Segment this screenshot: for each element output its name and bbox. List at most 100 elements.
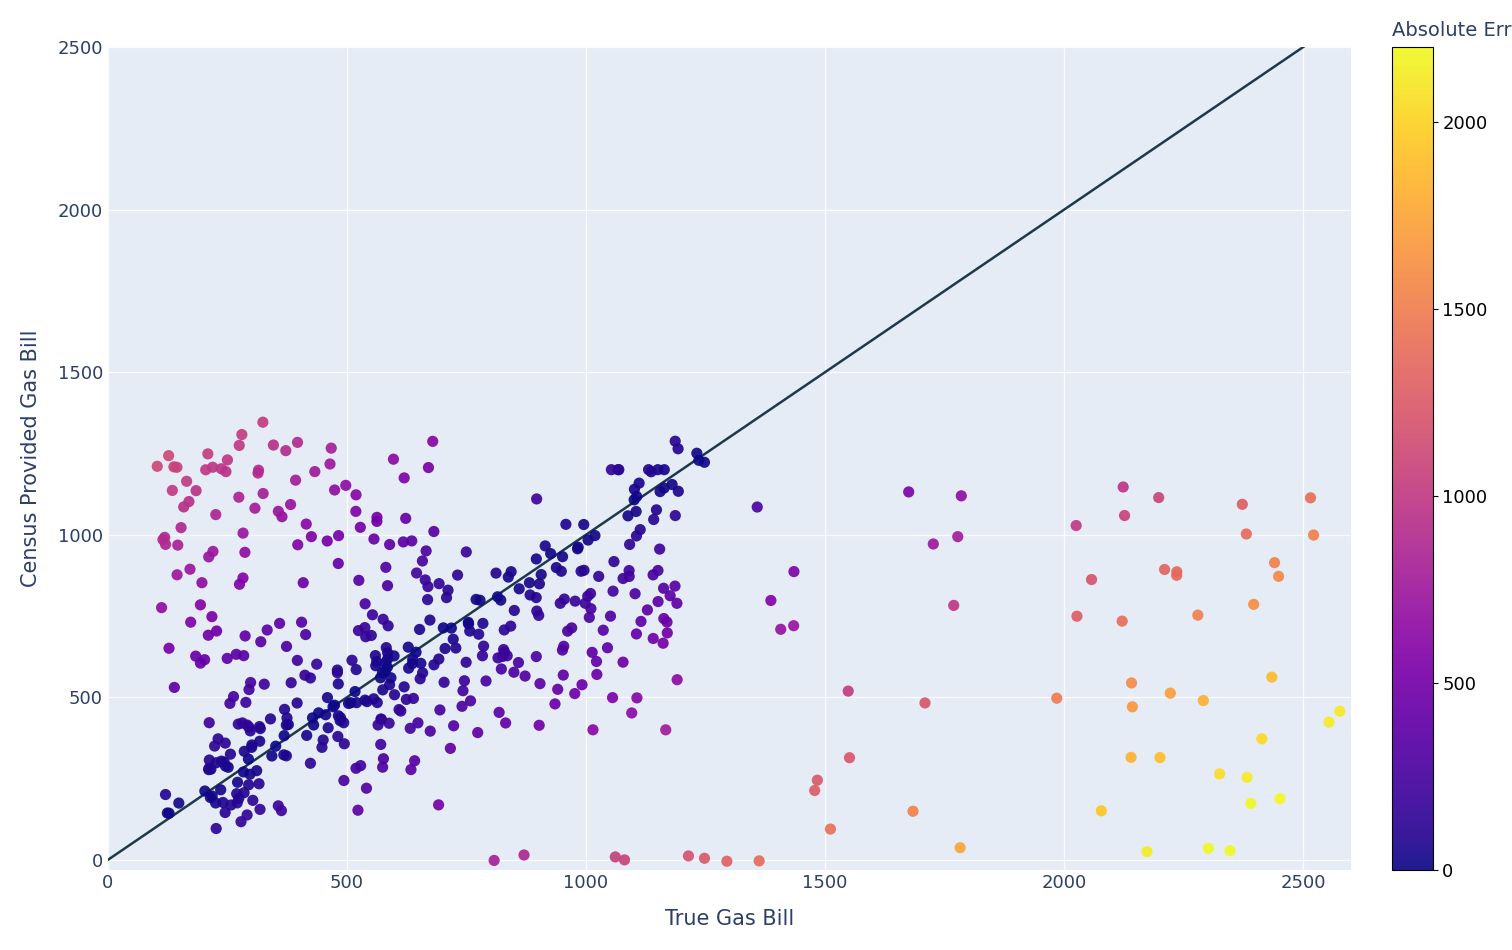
Point — [322, 697, 346, 712]
Point — [529, 567, 553, 582]
Point — [401, 691, 425, 706]
Point — [364, 695, 389, 711]
Point — [600, 583, 624, 598]
Point — [655, 615, 679, 630]
Point — [310, 740, 334, 755]
Point — [649, 484, 673, 499]
Point — [1064, 518, 1089, 533]
Point — [299, 529, 324, 544]
Point — [166, 795, 191, 810]
Point — [313, 707, 337, 722]
Point — [416, 579, 440, 594]
Point — [318, 456, 342, 471]
Point — [248, 721, 272, 736]
Point — [552, 638, 576, 654]
Point — [517, 575, 541, 590]
Point — [482, 853, 507, 868]
Point — [174, 474, 198, 489]
Point — [204, 755, 228, 770]
Point — [198, 762, 222, 777]
Point — [373, 640, 398, 656]
Point — [339, 695, 363, 711]
Point — [162, 680, 186, 695]
Point — [407, 622, 431, 637]
Point — [237, 719, 262, 734]
Point — [405, 565, 429, 580]
Point — [570, 677, 594, 693]
Point — [1064, 609, 1089, 624]
Point — [950, 488, 974, 504]
Point — [396, 639, 420, 655]
Point — [499, 618, 523, 634]
Point — [345, 695, 369, 711]
Point — [302, 464, 327, 479]
Point — [150, 600, 174, 616]
Point — [145, 459, 169, 474]
Point — [201, 460, 225, 475]
Point — [153, 787, 177, 802]
Point — [494, 648, 519, 663]
Point — [213, 735, 237, 751]
Point — [333, 736, 357, 751]
Point — [426, 576, 451, 591]
Point — [611, 571, 635, 586]
Point — [942, 598, 966, 613]
Point — [212, 754, 236, 770]
Point — [528, 676, 552, 692]
Point — [246, 466, 271, 481]
Point — [836, 683, 860, 698]
Point — [1152, 561, 1176, 577]
Point — [204, 795, 228, 810]
Point — [420, 434, 445, 449]
Point — [434, 590, 458, 605]
Point — [346, 573, 370, 588]
Point — [178, 615, 203, 630]
Point — [194, 463, 218, 478]
Point — [151, 532, 175, 547]
Point — [298, 671, 322, 686]
Point — [440, 620, 464, 636]
Point — [1146, 490, 1170, 505]
Point — [195, 446, 219, 462]
Point — [715, 854, 739, 869]
Point — [615, 508, 640, 523]
Point — [1302, 527, 1326, 542]
Point — [343, 487, 367, 503]
Point — [1164, 564, 1188, 580]
Point — [197, 762, 221, 777]
Point — [218, 747, 242, 762]
Point — [345, 662, 369, 677]
Point — [189, 656, 213, 671]
Point — [373, 664, 398, 679]
Point — [210, 795, 234, 810]
Point — [373, 560, 398, 575]
Point — [246, 463, 271, 478]
Point — [458, 694, 482, 709]
Point — [686, 453, 711, 468]
Point — [641, 631, 665, 646]
Point — [219, 797, 243, 812]
Point — [759, 593, 783, 608]
Point — [248, 719, 272, 734]
Point — [392, 534, 416, 549]
Point — [245, 763, 269, 778]
Point — [428, 702, 452, 717]
Point — [432, 641, 457, 656]
Point — [525, 551, 549, 566]
Point — [311, 732, 336, 748]
Point — [470, 648, 494, 663]
Point — [349, 758, 373, 773]
Point — [945, 529, 969, 544]
Point — [405, 715, 429, 731]
Point — [768, 621, 792, 637]
Point — [1136, 844, 1160, 859]
Point — [1196, 841, 1220, 856]
Point — [364, 514, 389, 529]
Point — [364, 510, 389, 525]
Point — [417, 613, 442, 628]
Point — [301, 717, 325, 732]
Point — [401, 652, 425, 667]
Point — [201, 543, 225, 559]
Point — [221, 689, 245, 704]
Point — [343, 504, 367, 519]
